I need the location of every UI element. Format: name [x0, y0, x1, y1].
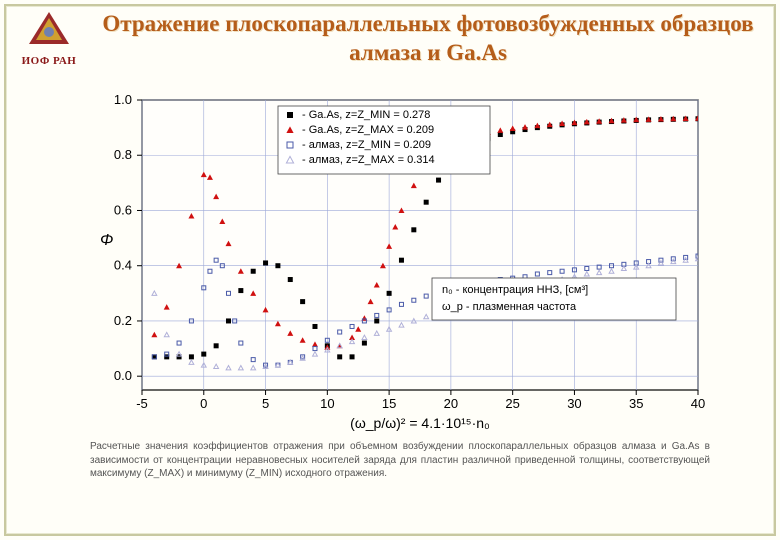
org-label: ИОФ РАН — [10, 55, 88, 67]
svg-text:25: 25 — [505, 396, 519, 411]
logo-block: ИОФ РАН — [10, 10, 88, 67]
svg-text:30: 30 — [567, 396, 581, 411]
svg-text:- Ga.As, z=Z_MIN = 0.278: - Ga.As, z=Z_MIN = 0.278 — [302, 109, 430, 121]
svg-text:0.2: 0.2 — [114, 313, 132, 328]
svg-text:- Ga.As, z=Z_MAX = 0.209: - Ga.As, z=Z_MAX = 0.209 — [302, 124, 434, 136]
svg-text:5: 5 — [262, 396, 269, 411]
svg-text:0.0: 0.0 — [114, 368, 132, 383]
svg-text:15: 15 — [382, 396, 396, 411]
reflection-chart: -5 0 5 10 15 20 25 30 35 40 0.0 0.2 0.4 0.6 0.8 1.0 Φ (ω_… — [78, 92, 714, 432]
svg-text:-5: -5 — [136, 396, 148, 411]
svg-text:20: 20 — [444, 396, 458, 411]
svg-text:0.4: 0.4 — [114, 258, 132, 273]
svg-text:Φ: Φ — [100, 232, 113, 249]
slide-title: Отражение плоскопараллельных фотовозбужд… — [96, 10, 760, 68]
header: ИОФ РАН Отражение плоскопараллельных фот… — [10, 10, 770, 90]
institute-logo-icon — [24, 10, 74, 48]
svg-text:0: 0 — [200, 396, 207, 411]
svg-text:1.0: 1.0 — [114, 92, 132, 107]
svg-text:- алмаз, z=Z_MIN = 0.209: - алмаз, z=Z_MIN = 0.209 — [302, 139, 431, 151]
svg-text:0.6: 0.6 — [114, 202, 132, 217]
svg-text:ω_p - плазменная частота: ω_p - плазменная частота — [442, 301, 577, 313]
svg-text:(ω_p/ω)² = 4.1·10¹⁵·n₀: (ω_p/ω)² = 4.1·10¹⁵·n₀ — [350, 415, 490, 431]
svg-text:0.8: 0.8 — [114, 147, 132, 162]
svg-text:35: 35 — [629, 396, 643, 411]
svg-text:10: 10 — [320, 396, 334, 411]
svg-text:n₀ - концентрация ННЗ, [см³]: n₀ - концентрация ННЗ, [см³] — [442, 284, 588, 296]
caption-text: Расчетные значения коэффициентов отражен… — [90, 440, 710, 481]
svg-text:- алмаз, z=Z_MAX = 0.314: - алмаз, z=Z_MAX = 0.314 — [302, 154, 435, 166]
svg-text:40: 40 — [691, 396, 705, 411]
